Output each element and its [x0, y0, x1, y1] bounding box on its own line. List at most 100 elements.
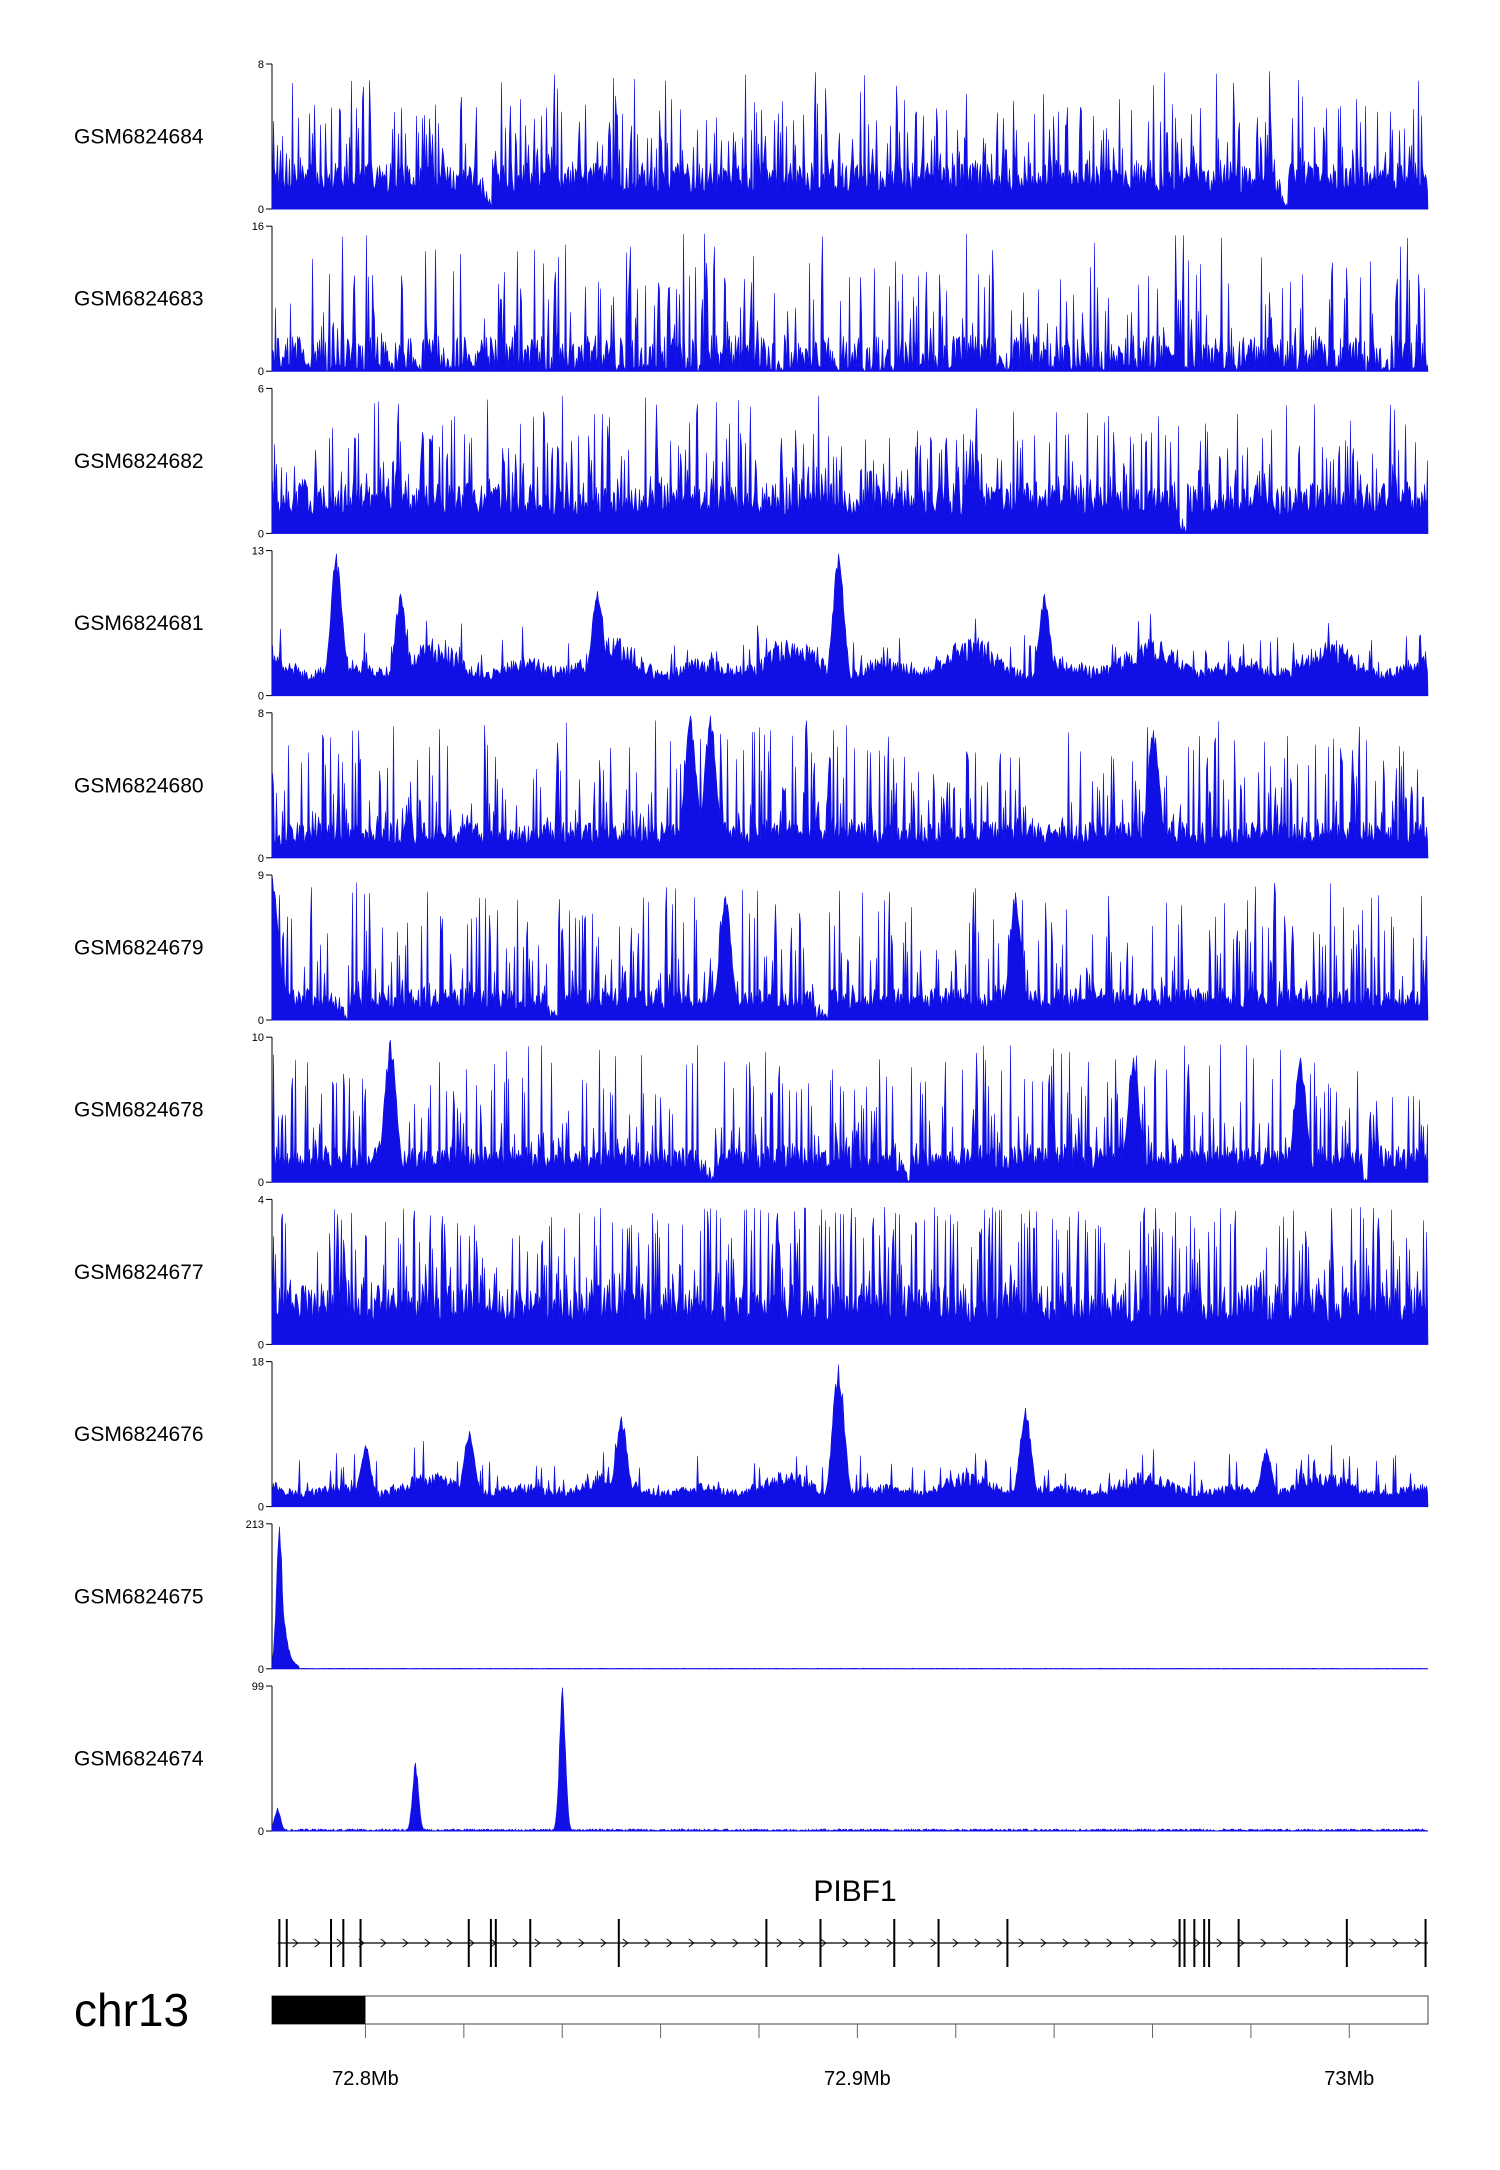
exon — [893, 1919, 896, 1967]
track-GSM6824681: GSM6824681 13 0 — [74, 546, 1429, 703]
exon — [765, 1919, 768, 1967]
strand-arrow — [1150, 1938, 1157, 1948]
track-label: GSM6824681 — [74, 612, 204, 635]
coverage-area — [271, 877, 1429, 1021]
exon — [489, 1919, 492, 1967]
ideogram-box — [271, 1995, 1429, 2025]
exon — [1183, 1919, 1186, 1967]
strand-arrow — [886, 1938, 893, 1948]
strand-arrow — [666, 1938, 673, 1948]
y-tick-label-max: 16 — [252, 221, 264, 233]
exon — [330, 1919, 333, 1967]
track-GSM6824674: GSM6824674 99 0 — [74, 1681, 1429, 1838]
exon — [617, 1919, 620, 1967]
coverage-area — [271, 1526, 1429, 1670]
exon — [1345, 1919, 1348, 1967]
strand-arrow — [1282, 1938, 1289, 1948]
strand-arrow — [776, 1938, 783, 1948]
coverage-area — [271, 71, 1429, 210]
gene-exons — [278, 1919, 1427, 1967]
strand-arrow — [1040, 1938, 1047, 1948]
track-GSM6824678: GSM6824678 10 0 — [74, 1032, 1429, 1189]
exon — [1208, 1919, 1211, 1967]
strand-arrow — [446, 1938, 453, 1948]
strand-arrow — [1084, 1938, 1091, 1948]
exon — [278, 1919, 281, 1967]
strand-arrow — [754, 1938, 761, 1948]
y-tick-label-max: 99 — [252, 1681, 264, 1693]
exon — [467, 1919, 470, 1967]
ideogram-highlight — [272, 1996, 366, 2024]
track-label: GSM6824676 — [74, 1423, 204, 1446]
y-tick-label-min: 0 — [258, 528, 264, 540]
chromosome-label: chr13 — [74, 1984, 189, 2036]
y-tick-label-min: 0 — [258, 1339, 264, 1351]
strand-arrow — [336, 1938, 343, 1948]
track-GSM6824683: GSM6824683 16 0 — [74, 221, 1429, 378]
chromosome-ideogram: chr13 — [74, 1984, 1429, 2036]
x-tick-label: 73Mb — [1324, 2068, 1374, 2090]
track-label: GSM6824678 — [74, 1099, 204, 1122]
y-tick-label-min: 0 — [258, 1177, 264, 1189]
y-tick-label-min: 0 — [258, 1502, 264, 1514]
strand-arrow — [1238, 1938, 1245, 1948]
track-label: GSM6824683 — [74, 288, 204, 311]
strand-arrow — [732, 1938, 739, 1948]
strand-arrow — [952, 1938, 959, 1948]
track-label: GSM6824677 — [74, 1261, 204, 1284]
strand-arrow — [1172, 1938, 1179, 1948]
exon — [529, 1919, 532, 1967]
strand-arrow — [974, 1938, 981, 1948]
track-GSM6824675: GSM6824675 213 0 — [74, 1519, 1429, 1676]
y-tick-label-max: 9 — [258, 870, 264, 882]
y-tick-label-max: 8 — [258, 59, 264, 71]
coverage-area — [271, 233, 1429, 373]
exon — [1006, 1919, 1009, 1967]
strand-arrow — [710, 1938, 717, 1948]
coverage-area — [271, 1687, 1429, 1832]
y-tick-label-min: 0 — [258, 204, 264, 216]
strand-arrow — [424, 1938, 431, 1948]
track-label: GSM6824680 — [74, 774, 204, 797]
strand-arrow — [1106, 1938, 1113, 1948]
track-label: GSM6824675 — [74, 1585, 204, 1608]
coverage-area — [271, 553, 1429, 696]
y-tick-label-max: 18 — [252, 1357, 264, 1369]
strand-arrow — [864, 1938, 871, 1948]
strand-arrow — [578, 1938, 585, 1948]
track-label: GSM6824674 — [74, 1748, 204, 1771]
strand-arrow — [842, 1938, 849, 1948]
y-tick-label-min: 0 — [258, 1015, 264, 1027]
strand-arrow — [644, 1938, 651, 1948]
y-tick-label-min: 0 — [258, 691, 264, 703]
coverage-area — [271, 715, 1429, 859]
exon — [359, 1919, 362, 1967]
strand-arrow — [996, 1938, 1003, 1948]
strand-arrow — [468, 1938, 475, 1948]
x-axis: 72.8Mb 72.9Mb 73Mb — [332, 2024, 1374, 2090]
coverage-area — [271, 1364, 1429, 1507]
gene-name-label: PIBF1 — [813, 1875, 896, 1908]
strand-arrow — [820, 1938, 827, 1948]
exon — [1193, 1919, 1196, 1967]
exon — [1237, 1919, 1240, 1967]
strand-arrow — [1062, 1938, 1069, 1948]
track-label: GSM6824682 — [74, 450, 204, 473]
y-tick-label-max: 13 — [252, 546, 264, 558]
coverage-area — [271, 1206, 1429, 1345]
strand-arrow — [1260, 1938, 1267, 1948]
strand-arrow — [622, 1938, 629, 1948]
strand-arrow — [1326, 1938, 1333, 1948]
strand-arrow — [512, 1938, 519, 1948]
strand-arrow — [1370, 1938, 1377, 1948]
x-tick-label: 72.9Mb — [824, 2068, 891, 2090]
y-tick-label-max: 10 — [252, 1032, 264, 1044]
strand-arrow — [930, 1938, 937, 1948]
exon — [494, 1919, 497, 1967]
y-tick-label-min: 0 — [258, 1826, 264, 1838]
coverage-area — [271, 1040, 1429, 1183]
track-GSM6824680: GSM6824680 8 0 — [74, 708, 1429, 865]
track-GSM6824684: GSM6824684 8 0 — [74, 59, 1429, 216]
exon — [937, 1919, 940, 1967]
